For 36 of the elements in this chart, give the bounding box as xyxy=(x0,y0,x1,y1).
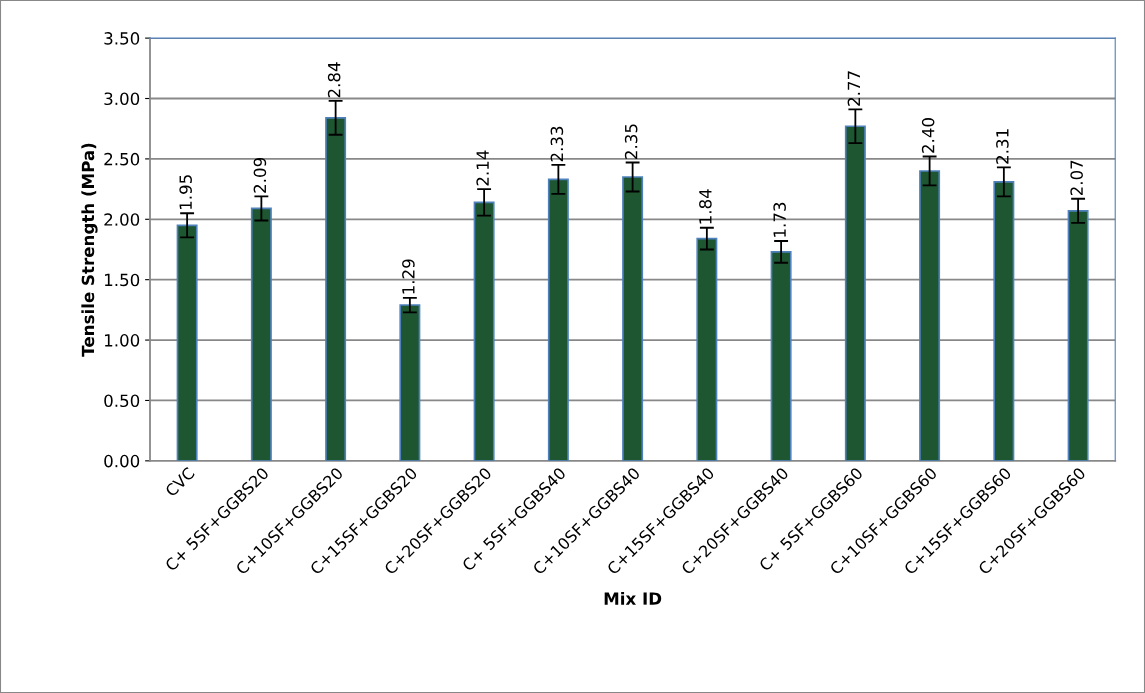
bar xyxy=(250,207,272,461)
data-label: 2.84 xyxy=(327,62,341,98)
x-axis-title: Mix ID xyxy=(604,591,662,605)
bar xyxy=(473,201,495,461)
data-label: 1.73 xyxy=(773,202,786,237)
bar xyxy=(1067,209,1089,461)
bar xyxy=(993,181,1015,461)
bar xyxy=(844,125,866,461)
data-label: 2.31 xyxy=(996,129,1009,164)
bar xyxy=(696,237,718,461)
data-label: 2.35 xyxy=(624,124,638,159)
bar xyxy=(547,178,569,461)
y-tick-label: 0.00 xyxy=(104,454,140,468)
bar xyxy=(325,116,347,461)
data-label: 1.29 xyxy=(402,259,415,294)
data-label: 2.40 xyxy=(921,118,935,153)
data-label: 1.95 xyxy=(179,175,192,209)
data-label: 2.07 xyxy=(1070,160,1083,196)
data-label: 2.09 xyxy=(253,157,267,193)
y-tick-label: 3.50 xyxy=(104,32,140,45)
y-tick-label: 2.50 xyxy=(104,152,140,166)
y-tick-label: 2.00 xyxy=(104,213,140,226)
bar xyxy=(622,176,644,461)
bar xyxy=(770,251,792,461)
bar xyxy=(399,304,421,461)
data-label: 2.77 xyxy=(847,71,860,106)
data-label: 2.14 xyxy=(476,150,489,186)
bar xyxy=(919,170,941,461)
y-axis-title: Tensile Strength (MPa) xyxy=(81,143,98,357)
y-tick-label: 0.50 xyxy=(104,394,140,408)
data-label: 1.84 xyxy=(699,189,712,224)
data-label: 2.33 xyxy=(550,126,564,162)
bar xyxy=(176,224,198,461)
y-tick-label: 1.00 xyxy=(104,334,140,347)
y-tick-label: 3.00 xyxy=(104,92,140,106)
y-tick-label: 1.50 xyxy=(104,273,140,287)
